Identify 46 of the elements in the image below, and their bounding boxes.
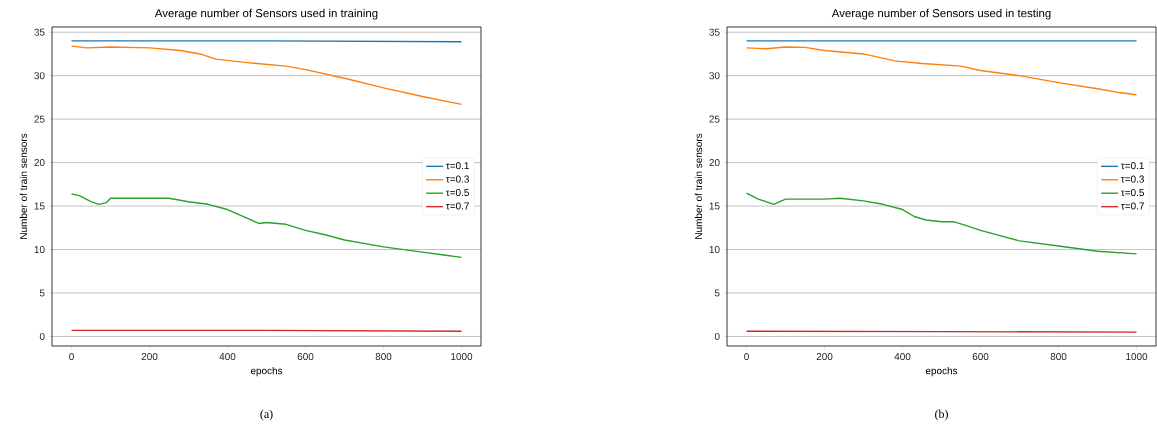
x-tick-label: 0	[744, 353, 749, 361]
y-tick-label: 20	[34, 159, 45, 167]
x-tick-label: 200	[141, 353, 158, 361]
y-axis-title: Number of train sensors	[694, 133, 703, 239]
y-tick-label: 30	[709, 72, 720, 80]
text: (b)	[935, 409, 948, 421]
legend-label: τ=0.7	[1120, 202, 1144, 210]
x-tick-label: 200	[816, 353, 833, 361]
legend-label: τ=0.3	[445, 175, 469, 183]
y-tick-label: 0	[39, 332, 45, 340]
y-tick-label: 35	[34, 28, 45, 36]
chart-title: Average number of Sensors used in testing	[831, 8, 1051, 20]
x-tick-label: 800	[375, 353, 392, 361]
legend-label: τ=0.1	[445, 162, 469, 170]
chart-title: Average number of Sensors used in training	[154, 8, 378, 20]
x-tick-label: 400	[894, 353, 911, 361]
legend-label: τ=0.3	[1120, 175, 1144, 183]
y-tick-label: 15	[34, 202, 45, 210]
y-tick-label: 5	[714, 289, 720, 297]
x-axis-title: epochs	[925, 366, 958, 377]
legend-label: τ=0.5	[1120, 188, 1144, 197]
x-tick-label: 400	[219, 353, 236, 361]
y-tick-label: 0	[714, 332, 720, 340]
y-tick-label: 35	[709, 28, 720, 36]
x-tick-label: 800	[1050, 353, 1067, 361]
y-tick-label: 15	[709, 202, 720, 210]
y-tick-label: 5	[39, 289, 45, 297]
x-tick-label: 600	[972, 353, 989, 361]
y-tick-label: 20	[709, 159, 720, 167]
y-tick-label: 30	[34, 72, 45, 80]
y-tick-label: 10	[34, 245, 45, 254]
line-series	[745, 46, 1138, 96]
line-series	[70, 45, 463, 106]
y-tick-label: 25	[34, 115, 45, 123]
text: (a)	[260, 409, 273, 421]
x-tick-label: 1000	[1126, 353, 1148, 361]
x-tick-label: 1000	[451, 353, 473, 361]
y-tick-label: 10	[709, 245, 720, 254]
legend-label: τ=0.1	[1120, 162, 1144, 170]
y-axis-title: Number of train sensors	[19, 133, 28, 239]
x-tick-label: 0	[69, 353, 74, 361]
legend-label: τ=0.7	[445, 202, 469, 210]
y-tick-label: 25	[709, 115, 720, 123]
x-tick-label: 600	[297, 353, 314, 361]
x-axis-title: epochs	[250, 366, 283, 377]
legend-label: τ=0.5	[445, 188, 469, 197]
